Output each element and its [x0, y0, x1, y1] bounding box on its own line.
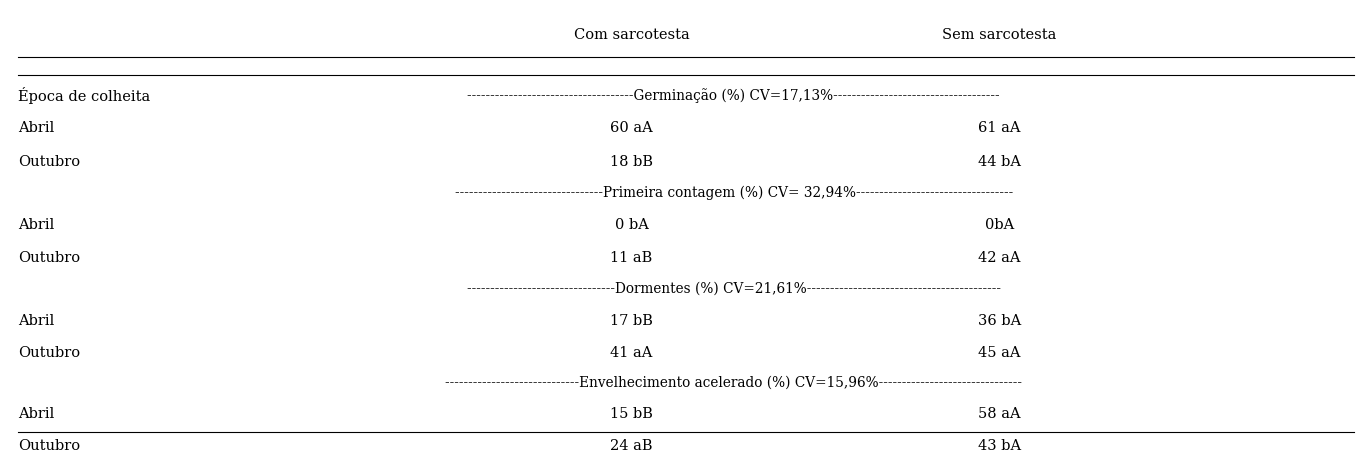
Text: Outubro: Outubro [18, 250, 80, 264]
Text: --------------------------------Primeira contagem (%) CV= 32,94%----------------: --------------------------------Primeira… [454, 185, 1013, 200]
Text: 17 bB: 17 bB [611, 313, 653, 327]
Text: Época de colheita: Época de colheita [18, 86, 150, 103]
Text: 42 aA: 42 aA [978, 250, 1021, 264]
Text: 41 aA: 41 aA [611, 345, 653, 359]
Text: Outubro: Outubro [18, 439, 80, 452]
Text: Abril: Abril [18, 121, 54, 135]
Text: 58 aA: 58 aA [978, 406, 1021, 420]
Text: Com sarcotesta: Com sarcotesta [573, 27, 689, 41]
Text: 36 bA: 36 bA [978, 313, 1021, 327]
Text: 11 aB: 11 aB [611, 250, 653, 264]
Text: 43 bA: 43 bA [978, 439, 1021, 452]
Text: 18 bB: 18 bB [611, 155, 653, 169]
Text: Abril: Abril [18, 218, 54, 232]
Text: 0 bA: 0 bA [615, 218, 649, 232]
Text: 15 bB: 15 bB [611, 406, 653, 420]
Text: Sem sarcotesta: Sem sarcotesta [943, 27, 1056, 41]
Text: 0bA: 0bA [985, 218, 1014, 232]
Text: ------------------------------------Germinação (%) CV=17,13%--------------------: ------------------------------------Germ… [468, 88, 1000, 102]
Text: 44 bA: 44 bA [978, 155, 1021, 169]
Text: Outubro: Outubro [18, 345, 80, 359]
Text: Abril: Abril [18, 406, 54, 420]
Text: Outubro: Outubro [18, 155, 80, 169]
Text: -----------------------------Envelhecimento acelerado (%) CV=15,96%-------------: -----------------------------Envelhecime… [446, 374, 1022, 389]
Text: 24 aB: 24 aB [611, 439, 653, 452]
Text: 61 aA: 61 aA [978, 121, 1021, 135]
Text: 45 aA: 45 aA [978, 345, 1021, 359]
Text: 60 aA: 60 aA [611, 121, 653, 135]
Text: Abril: Abril [18, 313, 54, 327]
Text: --------------------------------Dormentes (%) CV=21,61%-------------------------: --------------------------------Dormente… [466, 281, 1000, 294]
